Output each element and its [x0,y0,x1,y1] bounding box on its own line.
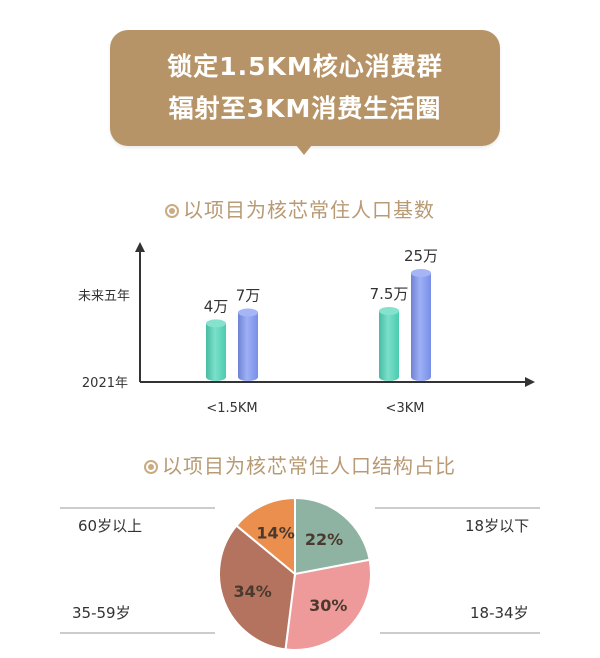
bar-cap [411,269,431,277]
pie-slice [218,524,297,651]
section-title-structure: 以项目为核芯常住人口结构占比 [0,450,600,479]
pie-legend-under-18: 18岁以下 [465,517,530,535]
bar-cap [379,306,399,315]
data-label: 4万 [204,297,229,315]
bar-cap [238,308,258,317]
bar-cap [206,319,226,328]
age-structure-pie-chart: 22% 30% 34% 14% [60,496,540,651]
pie-slice [294,496,371,576]
data-label: 7万 [236,287,261,305]
pie-value-label: 30% [309,596,347,615]
bar [411,273,431,381]
pie-legend-18-34: 18-34岁 [470,604,529,622]
bullet-circle-icon [165,204,179,218]
y-axis-label-2021: 2021年 [82,376,128,391]
bar [238,312,258,381]
bar [206,323,226,381]
pie-legend-60-plus: 60岁以上 [78,517,143,535]
section-title-population: 以项目为核芯常住人口基数 [0,194,600,223]
headline-line-1: 锁定1.5KM核心消费群 [167,52,443,81]
data-label: 25万 [404,247,438,265]
data-label: 7.5万 [370,285,409,303]
y-axis-arrow-icon [135,242,145,252]
x-axis-arrow-icon [525,377,535,387]
pie-value-label: 14% [256,524,294,543]
y-axis-label-future: 未来五年 [78,289,130,304]
bullet-circle-icon [144,460,158,474]
pie-value-label: 22% [305,530,343,549]
section-title-structure-text: 以项目为核芯常住人口结构占比 [162,454,456,478]
bar [379,310,399,381]
headline-line-2: 辐射至3KM消费生活圈 [168,94,442,123]
banner-pointer [296,145,312,155]
headline-banner: 锁定1.5KM核心消费群 辐射至3KM消费生活圈 [110,30,500,146]
pie-value-label: 34% [233,582,271,601]
x-tick-label: <3KM [386,401,425,416]
population-bar-chart: 2021年 未来五年 <1.5KM 4万 7万 <3KM 7.5万 25万 [78,242,535,416]
pie-slice [235,496,296,577]
x-tick-label: <1.5KM [206,401,257,416]
pie-slice [284,558,372,651]
pie-legend-35-59: 35-59岁 [72,604,131,622]
section-title-population-text: 以项目为核芯常住人口基数 [183,198,435,222]
